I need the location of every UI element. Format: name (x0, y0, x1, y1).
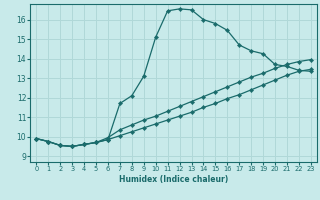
X-axis label: Humidex (Indice chaleur): Humidex (Indice chaleur) (119, 175, 228, 184)
